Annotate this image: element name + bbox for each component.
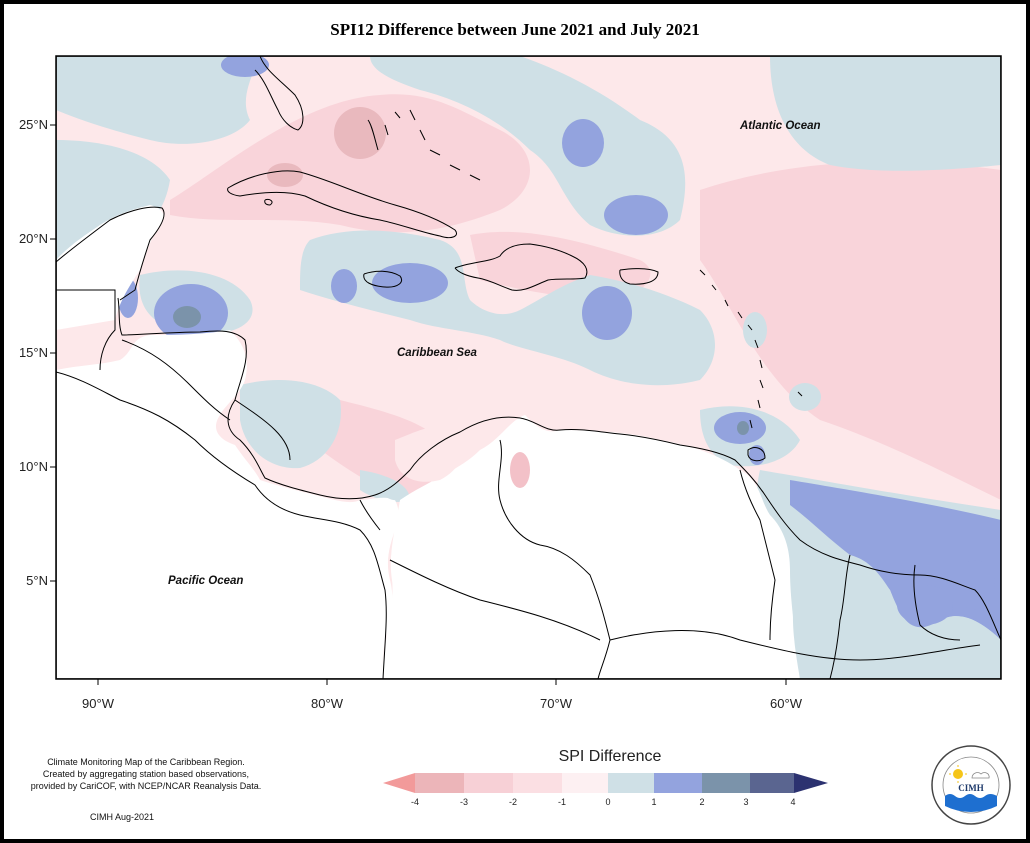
land-mexico-gulf (56, 205, 164, 330)
field-zero-north-west (56, 56, 260, 144)
sun-icon (953, 769, 963, 779)
field-pos1-e-carib (582, 286, 632, 340)
note-line-1: Climate Monitoring Map of the Caribbean … (47, 757, 245, 767)
lat-label-5: 5°N (26, 573, 48, 588)
logo-text: CIMH (958, 783, 984, 793)
lon-label-70: 70°W (540, 696, 572, 711)
lat-label-20: 20°N (18, 231, 48, 246)
field-zero-lesser-antilles (743, 312, 767, 348)
map-title: SPI12 Difference between June 2021 and J… (330, 20, 700, 39)
credit-text: CIMH Aug-2021 (90, 812, 155, 822)
legend-swatch-pos2 (702, 773, 750, 793)
note-line-2: Created by aggregating station based obs… (42, 769, 250, 779)
lat-label-15: 15°N (18, 345, 48, 360)
field-neg3-maracaibo (510, 452, 530, 488)
lat-label-10: 10°N (18, 459, 48, 474)
field-pos1-jamaica (372, 263, 448, 303)
border-guyana-suriname (829, 554, 851, 679)
coast-cuba (227, 170, 457, 239)
coast-pacific-central-america (56, 371, 387, 679)
axis-ticks (50, 124, 787, 685)
coast-south-america-north (519, 417, 1001, 641)
legend-tick-4: 4 (790, 797, 796, 807)
coast-lesser-antilles (699, 269, 764, 429)
legend-swatch-pos1 (654, 773, 702, 793)
legend-swatch-zero (608, 773, 654, 793)
border-colombia-south (389, 559, 601, 641)
lon-label-90: 90°W (82, 696, 114, 711)
border-venezuela-guyana (739, 469, 776, 641)
field-pos1-cayman (331, 269, 357, 303)
legend-swatch-neg3 (415, 773, 464, 793)
field-zero-costa-rica (240, 380, 341, 469)
border-nicaragua (234, 399, 291, 461)
map-description: Climate Monitoring Map of the Caribbean … (18, 756, 274, 792)
coast-bahamas-1 (367, 109, 481, 181)
legend-colorbar (383, 773, 828, 793)
field-pos1-suriname-land (897, 585, 953, 625)
coast-yucatan (56, 206, 165, 301)
legend-tick--3: -3 (459, 797, 468, 807)
coast-florida (254, 56, 304, 131)
legend-tick--2: -2 (508, 797, 517, 807)
coast-hispaniola (454, 243, 588, 291)
wave-icon (945, 794, 997, 812)
border-suriname-fg (913, 564, 961, 641)
field-pos2-honduras (173, 306, 201, 328)
coastlines (56, 56, 1001, 679)
caribbean-sea-label: Caribbean Sea (397, 347, 477, 359)
legend-tick--1: -1 (557, 797, 566, 807)
field-neg2-east (700, 161, 1001, 500)
legend-tick-3: 3 (743, 797, 749, 807)
field-zero-atlantic-north (370, 56, 686, 236)
coast-barbados (797, 391, 803, 397)
field-zero-atlantic-ne (770, 56, 1001, 171)
land-south-america (380, 415, 800, 679)
legend-tick-1: 1 (651, 797, 657, 807)
field-neg3-bahamas (334, 107, 386, 159)
field-pos1-pr-n (604, 195, 668, 235)
border-brazil (609, 630, 981, 661)
lon-label-80: 80°W (311, 696, 343, 711)
legend-swatch-pos4 (794, 773, 828, 793)
pacific-ocean-label: Pacific Ocean (168, 575, 244, 587)
field-neg2-cuba (170, 94, 530, 233)
legend-swatch-neg2 (464, 773, 513, 793)
atlantic-ocean-label: Atlantic Ocean (740, 120, 821, 132)
coast-belize-honduras (117, 297, 521, 500)
legend-tick-0: 0 (605, 797, 611, 807)
legend-swatch-neg1 (513, 773, 562, 793)
border-colombia-venezuela (498, 439, 611, 679)
border-honduras (121, 339, 231, 421)
land-central-america (56, 330, 399, 679)
field-zero-barbados (789, 383, 821, 411)
field-pos1-bahamas-e (562, 119, 604, 167)
note-line-3: provided by CariCOF, with NCEP/NCAR Rean… (30, 781, 262, 791)
cloud-icon (971, 772, 990, 779)
field-pos2-grenada (737, 421, 749, 435)
legend-swatch-zero-neg (562, 773, 608, 793)
lon-label-60: 60°W (770, 696, 802, 711)
coast-trinidad (747, 447, 766, 462)
field-neg3-cuba (267, 163, 303, 187)
border-guatemala (56, 289, 116, 371)
legend-swatch-neg4 (383, 773, 415, 793)
coast-isle-youth (264, 199, 273, 206)
legend-title: SPI Difference (558, 748, 662, 765)
field-pos1-fg (955, 560, 995, 610)
legend-tick--4: -4 (410, 797, 419, 807)
lat-label-25: 25°N (18, 117, 48, 132)
field-neg2-colombia-coast (395, 425, 464, 482)
coast-puerto-rico (619, 268, 659, 285)
coast-jamaica (363, 270, 403, 288)
border-panama (359, 499, 381, 531)
cimh-logo-icon: CIMH (931, 745, 1011, 825)
legend-swatch-pos3 (750, 773, 794, 793)
legend-tick-2: 2 (699, 797, 705, 807)
